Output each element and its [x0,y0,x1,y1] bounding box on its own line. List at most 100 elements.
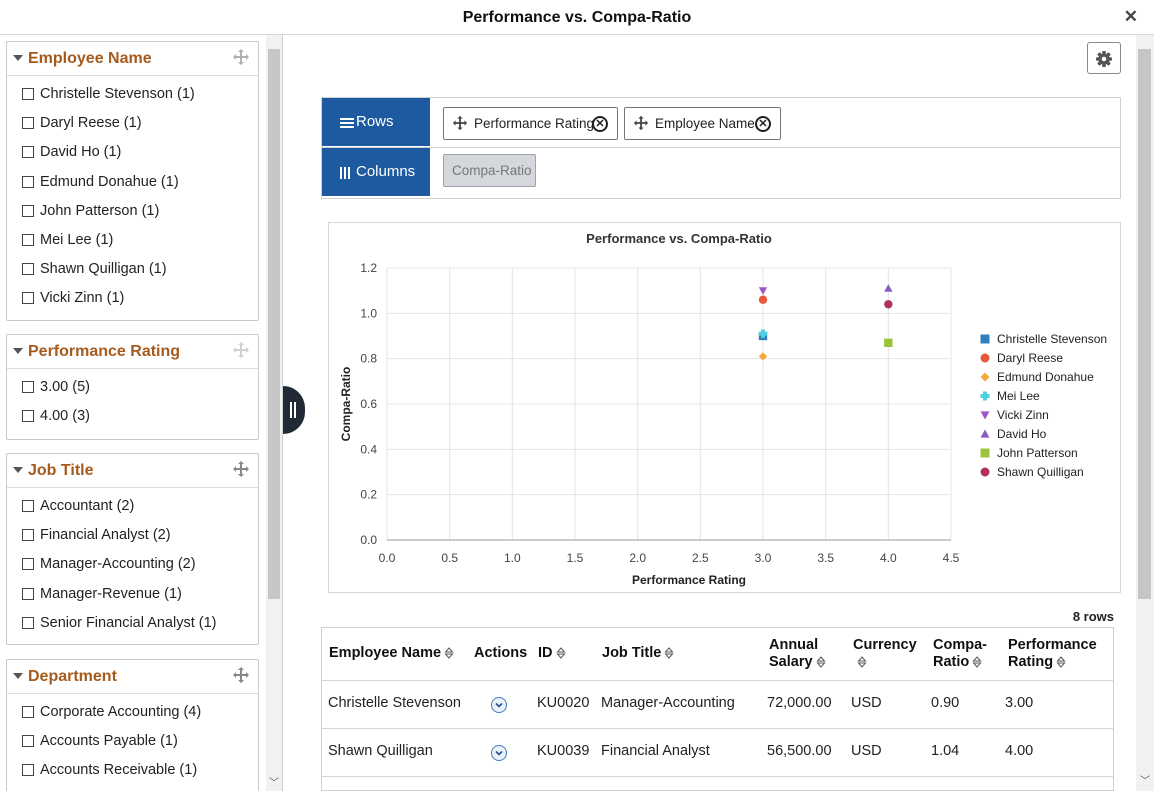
checkbox[interactable] [22,263,34,276]
header-compa-ratio[interactable]: Compa- Ratio [933,637,987,670]
header-annual-salary[interactable]: Annual Salary [769,637,826,690]
checkbox[interactable] [22,735,34,748]
content-scrollbar[interactable]: ﹀ [1136,35,1154,791]
checkbox[interactable] [22,146,34,159]
facet-item[interactable]: Accountant (2) [7,493,258,522]
facet-item[interactable]: Edmund Donahue (1) [7,169,258,198]
checkbox[interactable] [22,764,34,777]
checkbox[interactable] [22,529,34,542]
y-tick-label: 0.4 [360,442,377,456]
move-icon[interactable] [232,341,250,359]
settings-button[interactable] [1087,42,1121,74]
sort-icon[interactable] [972,656,982,668]
facet-item-label: 4.00 (3) [40,408,90,425]
header-employee-name[interactable]: Employee Name [329,645,454,698]
facet-item[interactable]: Accounts Payable (1) [7,728,258,757]
grip-icon [290,402,292,418]
sort-icon[interactable] [444,647,454,659]
header-job-title[interactable]: Job Title [602,645,674,698]
checkbox[interactable] [22,587,34,600]
facet-header[interactable]: Department [7,660,258,694]
scrollbar-thumb[interactable] [1138,49,1151,599]
checkbox[interactable] [22,117,34,130]
facet-item[interactable]: Financial Analyst (2) [7,522,258,551]
facet-item[interactable]: 4.00 (3) [7,403,258,432]
sort-icon[interactable] [555,647,566,659]
move-icon[interactable] [232,48,250,66]
y-tick-label: 0.0 [360,533,377,547]
facet-scrollbar[interactable]: ﹀ [266,35,282,791]
checkbox[interactable] [22,292,34,305]
checkbox[interactable] [22,381,34,393]
scroll-down-icon[interactable]: ﹀ [1140,776,1150,787]
facet-item[interactable]: Accounts Receivable (1) [7,757,258,786]
facet-item-label: Edmund Donahue (1) [40,173,179,190]
facet-item-label: Senior Financial Analyst (1) [40,614,217,631]
cell-currency: USD [851,743,882,759]
chip-employee-name[interactable]: Employee Name ✕ [624,107,781,140]
pane-splitter-handle[interactable] [283,386,305,434]
facet-item[interactable]: 3.00 (5) [7,374,258,403]
header-id[interactable]: ID [538,645,566,698]
collapse-triangle-icon[interactable] [13,673,23,679]
checkbox[interactable] [22,706,34,718]
checkbox[interactable] [22,410,34,423]
x-tick-label: 3.0 [755,551,772,565]
facet-item[interactable]: Daryl Reese (1) [7,110,258,139]
facet-item[interactable]: Senior Financial Analyst (1) [7,610,258,639]
facet-header[interactable]: Employee Name [7,42,258,76]
x-tick-label: 0.0 [379,551,396,565]
checkbox[interactable] [22,558,34,571]
legend-label: Edmund Donahue [997,370,1094,384]
row-actions-button[interactable] [491,697,507,713]
sort-icon[interactable] [815,656,826,668]
facet-item[interactable]: Mei Lee (1) [7,227,258,256]
window-titlebar: Performance vs. Compa-Ratio ✕ [0,0,1154,35]
scroll-down-icon[interactable]: ﹀ [269,778,279,789]
chevron-down-icon [495,750,503,756]
facet-item[interactable]: David Ho (1) [7,139,258,168]
facet-item-label: 3.00 (5) [40,379,90,395]
checkbox[interactable] [22,500,34,512]
checkbox[interactable] [22,88,34,100]
sort-icon[interactable] [664,647,674,659]
data-point [884,338,893,347]
facet-item[interactable]: Christelle Stevenson (1) [7,81,258,110]
x-tick-label: 1.5 [567,551,584,565]
move-icon[interactable] [452,115,468,131]
facet-item[interactable]: Vicki Zinn (1) [7,285,258,314]
remove-icon[interactable]: ✕ [592,116,608,132]
facet-item[interactable]: Manager-Accounting (2) [7,551,258,580]
row-actions-button[interactable] [491,745,507,761]
facet-item-label: Daryl Reese (1) [40,115,142,132]
checkbox[interactable] [22,233,34,246]
header-currency[interactable]: Currency [853,637,917,690]
checkbox[interactable] [22,616,34,629]
facet-header[interactable]: Job Title [7,454,258,488]
facet-item[interactable]: Corporate Accounting (4) [7,699,258,728]
facet-item[interactable]: John Patterson (1) [7,198,258,227]
close-icon[interactable]: ✕ [1123,7,1138,26]
checkbox[interactable] [22,204,34,217]
collapse-triangle-icon[interactable] [13,348,23,354]
move-icon[interactable] [633,115,649,131]
collapse-triangle-icon[interactable] [13,55,23,61]
checkbox[interactable] [22,175,34,188]
chip-compa-ratio[interactable]: Compa-Ratio [443,154,536,187]
header-performance-rating[interactable]: Performance Rating [1008,637,1097,670]
sort-icon[interactable] [1056,656,1066,668]
y-tick-label: 1.2 [360,261,377,275]
facet-item-label: Financial Analyst (2) [40,527,171,544]
move-icon[interactable] [232,666,250,684]
sort-icon[interactable] [857,656,867,668]
scrollbar-thumb[interactable] [268,49,280,599]
facet-item-label: Accounts Receivable (1) [40,762,198,779]
remove-icon[interactable]: ✕ [755,116,771,132]
facet-header[interactable]: Performance Rating [7,335,258,369]
collapse-triangle-icon[interactable] [13,467,23,473]
move-icon[interactable] [232,460,250,478]
facet-item[interactable]: Manager-Revenue (1) [7,581,258,610]
facet-item-label: Accountant (2) [40,498,135,514]
chip-performance-rating[interactable]: Performance Rating ✕ [443,107,618,140]
facet-item[interactable]: Shawn Quilligan (1) [7,256,258,285]
